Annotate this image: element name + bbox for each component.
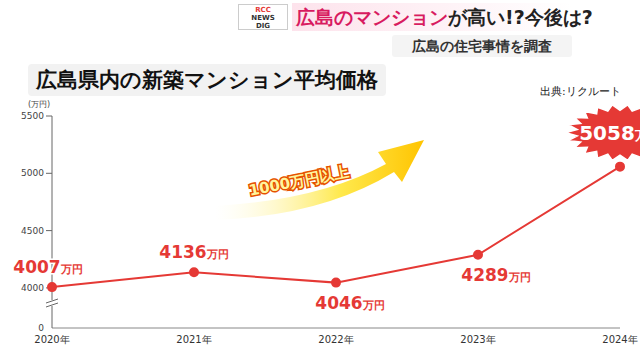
svg-text:2024年: 2024年 xyxy=(602,334,632,345)
svg-text:4136万円: 4136万円 xyxy=(159,242,228,262)
html-text:NEWS: NEWS xyxy=(251,14,275,22)
html-text:(万円): (万円) xyxy=(28,100,51,109)
svg-text:5500: 5500 xyxy=(21,111,44,121)
svg-text:0: 0 xyxy=(38,323,44,333)
svg-text:2023年: 2023年 xyxy=(460,334,495,345)
svg-text:4046万円: 4046万円 xyxy=(315,293,384,313)
svg-text:2020年: 2020年 xyxy=(34,334,69,345)
svg-text:4007万円: 4007万円 xyxy=(13,257,82,277)
html-text:DIG: DIG xyxy=(255,22,271,30)
html-text:広島のマンションが高い!?今後は?: 広島のマンションが高い!?今後は? xyxy=(296,6,593,28)
svg-text:2022年: 2022年 xyxy=(318,334,353,345)
svg-text:1000万円以上: 1000万円以上 xyxy=(247,163,350,200)
html-text:出典:リクルート: 出典:リクルート xyxy=(540,85,621,98)
svg-text:2021年: 2021年 xyxy=(176,334,211,345)
svg-text:4500: 4500 xyxy=(21,226,44,236)
svg-text:5058万円: 5058万円 xyxy=(579,121,632,145)
html-text:広島の住宅事情を調査: 広島の住宅事情を調査 xyxy=(412,38,552,54)
svg-text:4000: 4000 xyxy=(21,283,44,293)
svg-text:4289万円: 4289万円 xyxy=(461,265,530,285)
html-text:広島県内の新築マンション平均価格: 広島県内の新築マンション平均価格 xyxy=(36,68,378,92)
html-text:RCC: RCC xyxy=(255,6,271,14)
svg-text:5000: 5000 xyxy=(21,168,44,178)
